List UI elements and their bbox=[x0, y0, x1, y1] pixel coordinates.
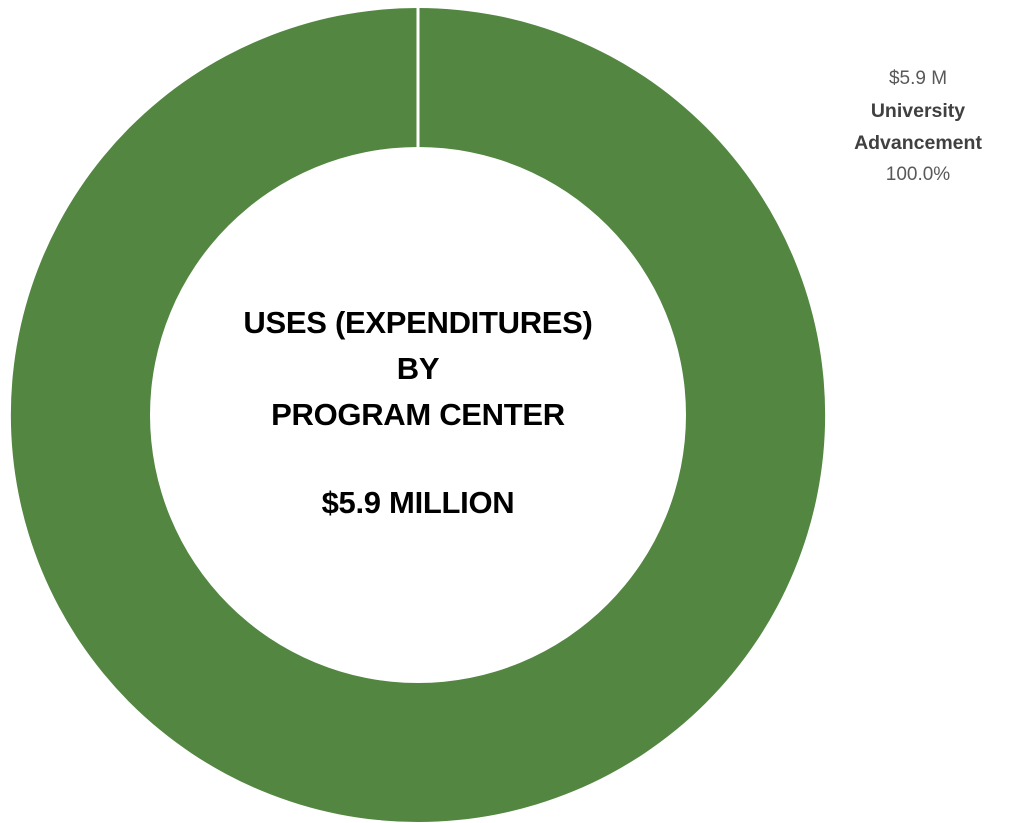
slice-value-label: $5.9 M bbox=[888, 68, 948, 89]
slice-percent-label: 100.0% bbox=[885, 164, 951, 185]
chart-total-label: $5.9 MILLION bbox=[321, 485, 515, 520]
slice-name-label-line: Advancement bbox=[854, 132, 982, 154]
donut-slices bbox=[10, 6, 826, 823]
slice-name-label-line: University bbox=[870, 100, 966, 122]
chart-title: USES (EXPENDITURES) BY PROGRAM CENTER bbox=[168, 300, 668, 438]
slice-data-label: $5.9 M University Advancement 100.0% bbox=[838, 63, 998, 191]
chart-title-line: USES (EXPENDITURES) bbox=[243, 305, 593, 340]
donut-slice bbox=[10, 7, 826, 823]
chart-title-line: BY bbox=[396, 351, 440, 386]
chart-title-line: PROGRAM CENTER bbox=[271, 397, 565, 432]
